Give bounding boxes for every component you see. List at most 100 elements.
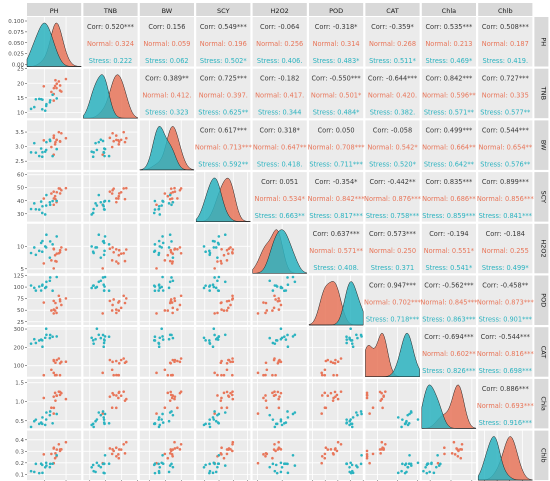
point-stress	[204, 339, 207, 342]
point-normal	[117, 391, 121, 395]
corr-stress-h2o2-chla: Stress: 0.541*	[426, 264, 473, 272]
panel-chlb-pod	[309, 430, 364, 481]
panel-h2o2-chla	[421, 223, 476, 274]
right-strip-label-scy: SCY	[539, 191, 547, 204]
y-tick-label-density: 0.100	[8, 19, 24, 25]
panel-cat-tnb	[83, 327, 138, 377]
point-normal	[273, 294, 276, 298]
point-normal	[42, 84, 46, 88]
panel-tnb-pod	[309, 68, 364, 119]
panel-ph-chla	[421, 17, 476, 67]
point-normal	[262, 453, 265, 456]
point-stress	[37, 339, 41, 342]
point-normal	[225, 362, 229, 365]
point-normal	[54, 301, 57, 305]
point-normal	[231, 390, 234, 393]
point-stress	[95, 461, 99, 465]
y-tick-label-scy: 50	[17, 186, 24, 192]
point-stress	[171, 336, 175, 340]
panel-tnb-h2o2	[252, 68, 307, 119]
point-stress	[345, 462, 348, 466]
panel-bw-pod	[309, 120, 364, 170]
corr-stress-tnb-scy: Stress: 0.625**	[198, 109, 249, 117]
point-normal	[277, 440, 280, 444]
panel-grid	[252, 275, 307, 325]
point-stress	[101, 276, 105, 279]
point-normal	[334, 358, 337, 362]
panel-cat-ph	[27, 327, 82, 377]
point-normal	[178, 303, 182, 307]
point-normal	[227, 299, 231, 303]
panel-h2o2-cat	[365, 223, 420, 274]
point-normal	[229, 360, 232, 364]
point-normal	[365, 396, 369, 400]
point-normal	[111, 360, 114, 364]
point-normal	[179, 357, 183, 360]
point-stress	[217, 289, 221, 293]
point-stress	[293, 411, 297, 414]
point-stress	[48, 462, 52, 466]
point-normal	[117, 192, 121, 195]
corr-overall-bw-chlb: Corr: 0.544***	[482, 126, 530, 134]
point-normal	[119, 252, 123, 255]
point-stress	[216, 465, 219, 469]
point-stress	[37, 97, 41, 101]
density-stress-bw	[139, 126, 194, 171]
point-normal	[58, 187, 62, 190]
point-normal	[222, 456, 226, 460]
point-normal	[55, 448, 59, 451]
point-stress	[153, 289, 157, 293]
y-tick-label-chlb: 0.3	[15, 449, 24, 455]
point-normal	[169, 187, 173, 190]
y-tick-label-tnb: 20	[17, 81, 24, 87]
point-stress	[396, 416, 400, 419]
corr-overall-ph-pod: Corr: -0.318*	[315, 23, 358, 31]
point-normal	[271, 373, 274, 377]
point-normal	[272, 358, 276, 362]
point-normal	[58, 140, 62, 143]
point-normal	[58, 373, 62, 377]
point-normal	[272, 448, 276, 451]
point-normal	[227, 358, 230, 362]
point-normal	[231, 449, 234, 453]
corr-overall-tnb-pod: Corr: -0.550***	[311, 75, 361, 83]
corr-stress-tnb-h2o2: Stress: 0.344	[258, 109, 301, 117]
point-stress	[168, 233, 172, 236]
right-strip-chlb	[534, 430, 549, 481]
point-normal	[213, 412, 216, 415]
point-normal	[58, 448, 62, 451]
point-normal	[220, 406, 223, 410]
point-normal	[119, 190, 123, 194]
point-stress	[48, 203, 52, 207]
point-normal	[443, 446, 446, 449]
point-normal	[52, 308, 56, 311]
point-normal	[57, 130, 61, 134]
point-normal	[264, 394, 267, 397]
point-normal	[114, 248, 118, 251]
point-normal	[173, 440, 176, 444]
point-stress	[48, 276, 52, 279]
panel-grid	[139, 172, 194, 222]
point-normal	[50, 309, 53, 312]
corr-normal-scy-chlb: Normal: 0.856***	[477, 195, 535, 203]
point-stress	[48, 139, 52, 143]
point-normal	[277, 308, 281, 311]
point-normal	[52, 267, 56, 270]
point-stress	[43, 109, 47, 112]
point-stress	[102, 341, 106, 345]
panel-tnb-chlb	[478, 68, 533, 119]
point-stress	[44, 327, 48, 330]
point-normal	[112, 393, 115, 397]
point-stress	[291, 335, 295, 338]
point-normal	[368, 412, 371, 415]
point-stress	[32, 105, 36, 109]
point-normal	[178, 391, 182, 395]
point-stress	[157, 345, 161, 348]
point-normal	[384, 442, 387, 446]
point-stress	[422, 469, 425, 473]
point-normal	[320, 371, 323, 375]
corr-stress-cat-chlb: Stress: 0.698***	[479, 367, 533, 375]
corr-normal-ph-bw: Normal: 0.059	[143, 40, 190, 48]
point-normal	[124, 186, 128, 190]
panel-chlb-bw	[139, 430, 194, 481]
